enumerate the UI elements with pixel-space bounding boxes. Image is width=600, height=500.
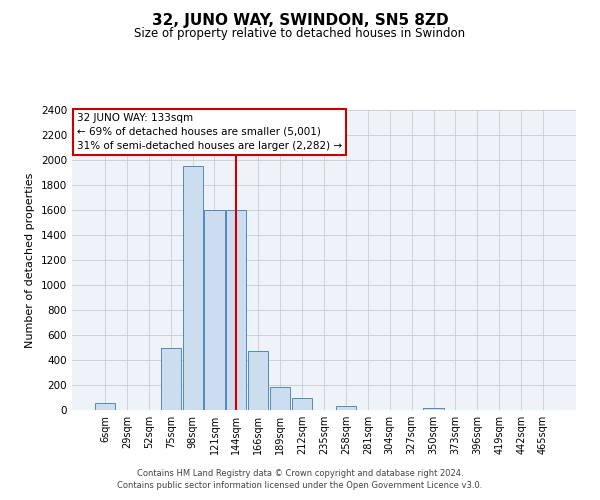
Bar: [248, 351, 268, 410]
Bar: [336, 406, 356, 410]
Bar: [226, 210, 247, 410]
Text: Size of property relative to detached houses in Swindon: Size of property relative to detached ho…: [134, 28, 466, 40]
Y-axis label: Number of detached properties: Number of detached properties: [25, 172, 35, 348]
Bar: [292, 398, 312, 410]
Bar: [205, 210, 224, 410]
Text: 32, JUNO WAY, SWINDON, SN5 8ZD: 32, JUNO WAY, SWINDON, SN5 8ZD: [152, 12, 448, 28]
Bar: [182, 166, 203, 410]
Bar: [424, 408, 443, 410]
Bar: [161, 348, 181, 410]
Bar: [95, 403, 115, 410]
Text: Contains public sector information licensed under the Open Government Licence v3: Contains public sector information licen…: [118, 481, 482, 490]
Bar: [270, 387, 290, 410]
Text: 32 JUNO WAY: 133sqm
← 69% of detached houses are smaller (5,001)
31% of semi-det: 32 JUNO WAY: 133sqm ← 69% of detached ho…: [77, 113, 342, 151]
Text: Contains HM Land Registry data © Crown copyright and database right 2024.: Contains HM Land Registry data © Crown c…: [137, 468, 463, 477]
